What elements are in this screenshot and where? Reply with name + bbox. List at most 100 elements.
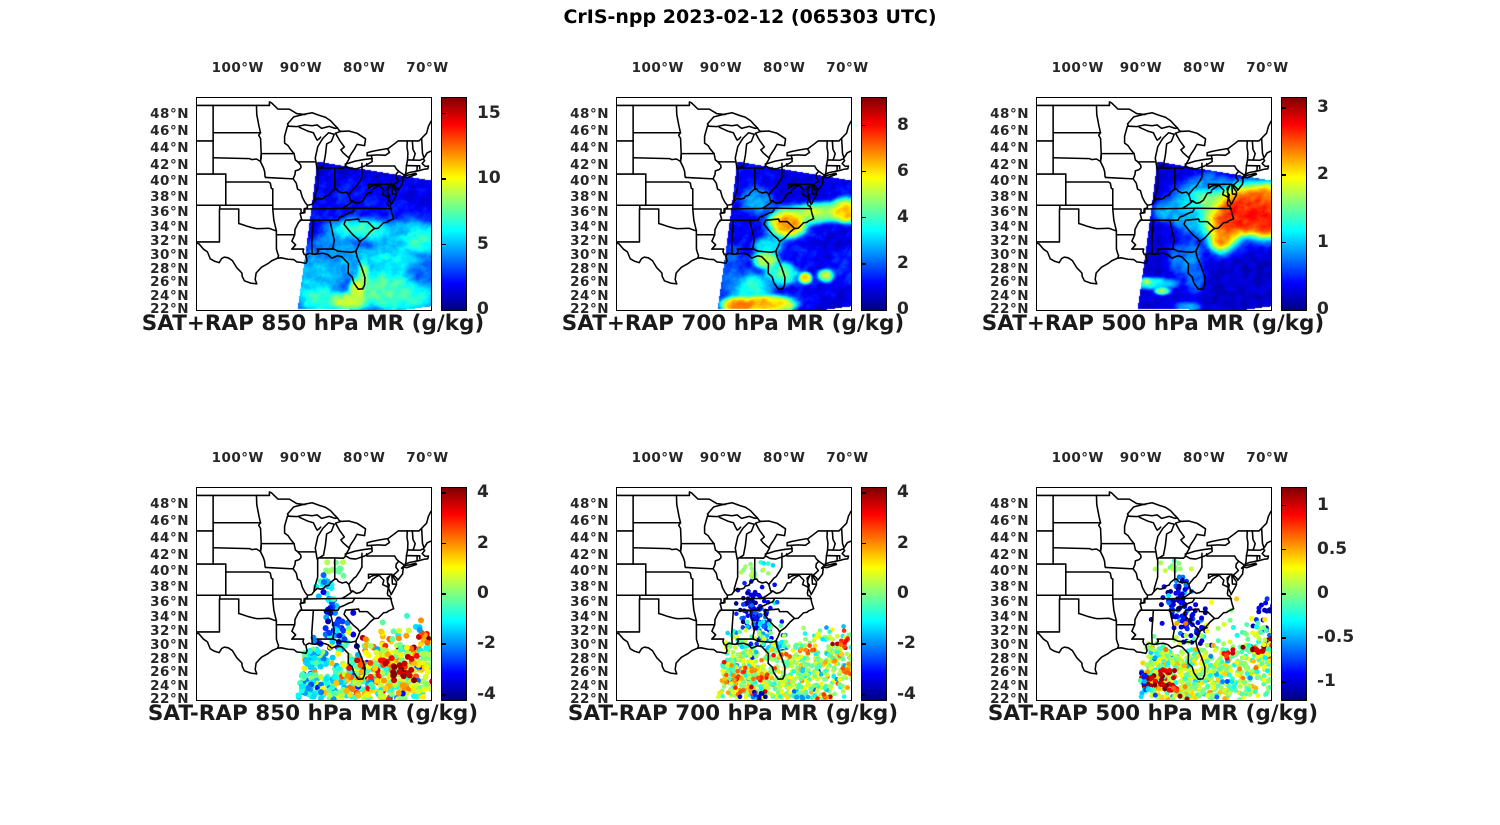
- latitude-tick-label: 32°N: [570, 232, 609, 249]
- latitude-tick-label: 40°N: [570, 173, 609, 190]
- latitude-tick-label: 36°N: [150, 593, 189, 610]
- colorbar-tickmark: [1282, 681, 1286, 683]
- map-canvas: [1036, 487, 1272, 701]
- colorbar-tick-label: -4: [897, 683, 916, 704]
- latitude-tick-label: 28°N: [990, 650, 1029, 667]
- colorbar-tickmark: [862, 170, 866, 173]
- latitude-tick-label: 48°N: [990, 105, 1029, 122]
- figure-title: CrIS-npp 2023-02-12 (065303 UTC): [563, 6, 937, 28]
- colorbar-tick-label: 0.5: [1317, 538, 1348, 559]
- latitude-tick-label: 24°N: [150, 677, 189, 694]
- latitude-tick-label: 28°N: [570, 260, 609, 277]
- latitude-tick-label: 26°N: [990, 274, 1029, 291]
- latitude-tick-label: 32°N: [990, 232, 1029, 249]
- latitude-tick-label: 42°N: [150, 156, 189, 173]
- latitude-tick-label: 46°N: [150, 513, 189, 530]
- colorbar-tickmark: [1282, 593, 1286, 595]
- colorbar-tick-label: 0: [1317, 299, 1329, 319]
- latitude-tick-label: 44°N: [990, 530, 1029, 547]
- latitude-tick-label: 48°N: [990, 495, 1029, 512]
- latitude-tick-label: 32°N: [150, 232, 189, 249]
- longitude-tick-label: 80°W: [763, 60, 806, 76]
- panel-sat-plus-rap-500-hpa: SAT+RAP 500 hPa MR (g/kg) 100°W 90°W 80°W 7…: [961, 52, 1361, 352]
- longitude-tick-label: 90°W: [279, 60, 323, 76]
- latitude-tick-label: 30°N: [570, 637, 609, 654]
- panel-title: SAT+RAP 500 hPa MR (g/kg): [981, 311, 1325, 336]
- colorbar-tickmark: [442, 112, 446, 115]
- latitude-tick-label: 22°N: [570, 301, 609, 317]
- panel-title: SAT+RAP 850 hPa MR (g/kg): [141, 311, 485, 336]
- latitude-tick-label: 36°N: [990, 593, 1029, 610]
- latitude-tick-label: 42°N: [570, 546, 609, 563]
- latitude-tick-label: 32°N: [990, 622, 1029, 639]
- latitude-tick-label: 36°N: [570, 203, 609, 220]
- latitude-tick-label: 42°N: [570, 156, 609, 173]
- colorbar-tick-label: 0: [897, 299, 909, 319]
- longitude-tick-label: 70°W: [826, 60, 869, 76]
- map-canvas: [1036, 97, 1272, 311]
- colorbar-tick-label: 0: [897, 583, 909, 603]
- colorbar-tick-label: 4: [897, 206, 909, 227]
- longitude-tick-label: 80°W: [343, 60, 386, 76]
- colorbar: [861, 487, 887, 701]
- colorbar-tickmark: [862, 542, 866, 545]
- latitude-tick-label: 46°N: [990, 513, 1029, 530]
- longitude-tick-label: 70°W: [1246, 450, 1289, 466]
- latitude-tick-label: 30°N: [150, 247, 189, 264]
- colorbar: [861, 97, 887, 311]
- panel-sat-plus-rap-700-hpa: SAT+RAP 700 hPa MR (g/kg) 100°W 90°W 80°W 7…: [541, 52, 941, 352]
- latitude-tick-label: 30°N: [990, 247, 1029, 264]
- colorbar-tickmark: [862, 492, 866, 494]
- latitude-tick-label: 34°N: [570, 608, 609, 625]
- colorbar-tick-label: 2: [477, 532, 489, 553]
- colorbar-tick-label: 2: [1317, 164, 1329, 185]
- colorbar-tick-label: -2: [897, 633, 916, 654]
- colorbar-tickmark: [862, 693, 866, 696]
- colorbar-tick-label: 4: [897, 482, 909, 503]
- latitude-tick-label: 42°N: [990, 546, 1029, 563]
- latitude-tick-label: 34°N: [570, 218, 609, 235]
- longitude-tick-label: 80°W: [343, 450, 386, 466]
- latitude-tick-label: 22°N: [990, 301, 1029, 317]
- latitude-tick-label: 22°N: [150, 301, 189, 317]
- colorbar-tick-label: 6: [897, 160, 909, 181]
- panel-sat-minus-rap-500-hpa: SAT-RAP 500 hPa MR (g/kg) 100°W 90°W 80°W 7…: [961, 442, 1361, 742]
- colorbar-tick-label: 5: [477, 233, 489, 254]
- latitude-tick-label: 26°N: [570, 274, 609, 291]
- latitude-tick-label: 44°N: [150, 140, 189, 157]
- latitude-tick-label: 38°N: [990, 578, 1029, 595]
- latitude-tick-label: 30°N: [150, 637, 189, 654]
- latitude-tick-label: 48°N: [570, 495, 609, 512]
- longitude-tick-label: 100°W: [211, 450, 264, 466]
- latitude-tick-label: 44°N: [990, 140, 1029, 157]
- colorbar-tick-label: 0: [477, 583, 489, 603]
- colorbar-tickmark: [1282, 548, 1286, 551]
- latitude-tick-label: 48°N: [150, 495, 189, 512]
- longitude-tick-label: 100°W: [631, 450, 684, 466]
- longitude-tick-label: 100°W: [1051, 450, 1104, 466]
- latitude-tick-label: 22°N: [990, 691, 1029, 707]
- longitude-tick-label: 90°W: [699, 450, 743, 466]
- colorbar-tickmark: [442, 243, 446, 246]
- panel-sat-plus-rap-850-hpa: SAT+RAP 850 hPa MR (g/kg) 100°W 90°W 80°W 7…: [121, 52, 521, 352]
- colorbar-tick-label: -1: [1317, 671, 1336, 692]
- latitude-tick-label: 38°N: [570, 188, 609, 205]
- colorbar-tickmark: [442, 178, 446, 180]
- colorbar-tickmark: [1282, 174, 1286, 176]
- latitude-tick-label: 42°N: [990, 156, 1029, 173]
- longitude-tick-label: 80°W: [1183, 450, 1226, 466]
- colorbar-tick-label: 4: [477, 482, 489, 503]
- latitude-tick-label: 28°N: [150, 260, 189, 277]
- latitude-tick-label: 30°N: [990, 637, 1029, 654]
- latitude-tick-label: 26°N: [150, 664, 189, 681]
- latitude-tick-label: 36°N: [990, 203, 1029, 220]
- colorbar-tick-label: 15: [477, 102, 501, 123]
- panel-sat-minus-rap-850-hpa: SAT-RAP 850 hPa MR (g/kg) 100°W 90°W 80°W 7…: [121, 442, 521, 742]
- latitude-tick-label: 36°N: [150, 203, 189, 220]
- latitude-tick-label: 26°N: [570, 664, 609, 681]
- colorbar-tickmark: [1282, 637, 1286, 639]
- colorbar-tick-label: 2: [897, 532, 909, 553]
- map-canvas: [616, 487, 852, 701]
- latitude-tick-label: 34°N: [990, 218, 1029, 235]
- colorbar-tickmark: [442, 492, 446, 494]
